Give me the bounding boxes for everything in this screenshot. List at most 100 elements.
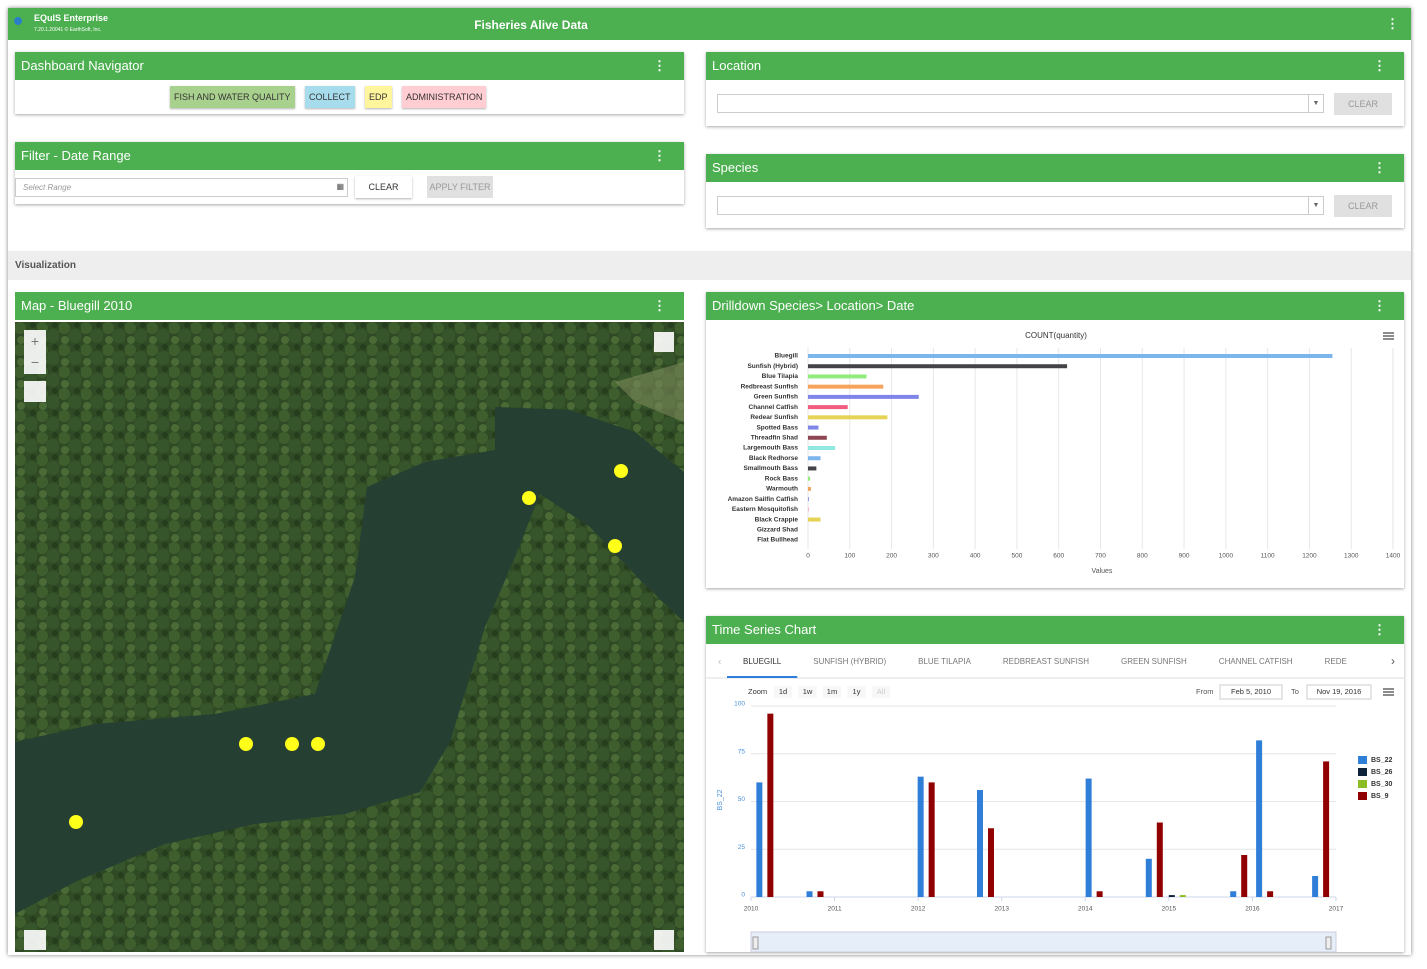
species-select[interactable]: ▼ [717, 196, 1324, 215]
tab-next[interactable]: › [1391, 654, 1395, 668]
navigator[interactable] [750, 931, 1337, 952]
zoom-in[interactable]: + [31, 333, 39, 349]
bar[interactable] [1230, 891, 1237, 897]
zoom-button[interactable]: All [877, 687, 886, 696]
bar[interactable] [808, 446, 836, 450]
clear-button[interactable]: CLEAR [1334, 93, 1392, 115]
zoom-button[interactable]: 1w [803, 687, 813, 696]
bar[interactable] [808, 466, 817, 471]
bar[interactable] [1085, 778, 1092, 897]
clear-button[interactable]: CLEAR [355, 176, 412, 198]
zoom-button-bg[interactable] [798, 686, 817, 698]
bar[interactable] [808, 374, 867, 379]
zoom-button-bg[interactable] [847, 686, 866, 698]
zoom-button-bg[interactable] [872, 686, 890, 698]
menu[interactable]: ⋮ [1373, 298, 1386, 313]
bar[interactable] [1256, 740, 1263, 897]
bar[interactable] [808, 486, 811, 491]
zoom-button[interactable]: 1d [779, 687, 787, 696]
tab[interactable]: BLUE TILAPIA [918, 657, 971, 666]
bar[interactable] [808, 425, 819, 430]
legend-label[interactable]: BS_22 [1371, 757, 1393, 764]
apply-button[interactable]: APPLY FILTER [427, 176, 493, 198]
map-point[interactable] [608, 539, 622, 553]
bar[interactable] [808, 497, 809, 502]
menu[interactable]: ⋮ [653, 58, 666, 73]
map-point[interactable] [522, 491, 536, 505]
menu[interactable]: ⋮ [653, 148, 666, 163]
map-point[interactable] [311, 737, 325, 751]
bar[interactable] [1241, 854, 1248, 897]
bar[interactable] [808, 354, 1333, 358]
legend-label[interactable]: BS_9 [1371, 793, 1389, 800]
bar[interactable] [917, 776, 924, 897]
navigator-handle[interactable] [1325, 936, 1332, 950]
bar[interactable] [808, 384, 884, 389]
bar[interactable] [987, 828, 994, 897]
zoom-button[interactable]: 1m [827, 687, 837, 696]
bar[interactable] [1179, 895, 1186, 897]
nav-button[interactable]: FISH AND WATER QUALITY [170, 86, 295, 108]
bar[interactable] [817, 891, 824, 897]
dropdown-arrow[interactable]: ▼ [1308, 197, 1323, 214]
map-point[interactable] [285, 737, 299, 751]
bar[interactable] [808, 405, 848, 410]
bar[interactable] [976, 790, 983, 897]
bar[interactable] [1145, 858, 1152, 897]
dropdown-arrow[interactable]: ▼ [1308, 95, 1323, 112]
nav-button[interactable]: EDP [365, 86, 392, 108]
nav-button[interactable]: ADMINISTRATION [402, 86, 487, 108]
bar[interactable] [808, 394, 919, 399]
bar[interactable] [806, 891, 813, 897]
zoom-button-bg[interactable] [774, 686, 792, 698]
legend-label[interactable]: BS_30 [1371, 781, 1393, 788]
zoom-out[interactable]: − [31, 354, 39, 370]
map-point[interactable] [69, 815, 83, 829]
fullscreen-button[interactable] [24, 381, 46, 402]
bar[interactable] [808, 364, 1068, 369]
tab[interactable]: GREEN SUNFISH [1121, 657, 1187, 666]
location-select[interactable]: ▼ [717, 94, 1324, 113]
legend-swatch[interactable] [1358, 768, 1367, 776]
zoom-button[interactable]: 1y [853, 687, 861, 696]
chart-menu[interactable] [1383, 688, 1394, 696]
zoom-control[interactable] [24, 330, 46, 374]
menu[interactable]: ⋮ [653, 298, 666, 313]
tab[interactable]: BLUEGILL [743, 657, 782, 666]
layers-button[interactable] [654, 930, 674, 950]
menu[interactable]: ⋮ [1386, 16, 1399, 31]
menu[interactable]: ⋮ [1373, 160, 1386, 175]
bar[interactable] [808, 476, 811, 481]
map[interactable]: + − [15, 322, 684, 952]
bar[interactable] [808, 415, 888, 420]
calendar-icon[interactable]: ▦ [336, 182, 344, 191]
legend-button[interactable] [24, 930, 46, 950]
bar[interactable] [808, 517, 821, 522]
legend-swatch[interactable] [1358, 780, 1367, 788]
bar[interactable] [1312, 875, 1319, 897]
legend-label[interactable]: BS_26 [1371, 769, 1393, 776]
chart-menu[interactable] [1383, 332, 1394, 340]
map-point[interactable] [239, 737, 253, 751]
bar[interactable] [1323, 761, 1330, 897]
legend-swatch[interactable] [1358, 756, 1367, 764]
bar[interactable] [1168, 895, 1175, 897]
tab[interactable]: SUNFISH (HYBRID) [813, 657, 886, 666]
menu[interactable]: ⋮ [1373, 58, 1386, 73]
bar[interactable] [928, 782, 935, 897]
bar[interactable] [1156, 822, 1163, 897]
bar[interactable] [808, 435, 827, 440]
date-input[interactable]: Select Range ▦ [15, 178, 348, 197]
tab[interactable]: REDBREAST SUNFISH [1003, 657, 1089, 666]
tab[interactable]: CHANNEL CATFISH [1219, 657, 1293, 666]
to-input[interactable] [1306, 684, 1372, 700]
overview-button[interactable] [654, 332, 674, 352]
tab-prev[interactable]: ‹ [718, 657, 721, 668]
tab[interactable]: REDE [1325, 657, 1347, 666]
menu[interactable]: ⋮ [1373, 622, 1386, 637]
bar[interactable] [767, 713, 774, 897]
map-point[interactable] [614, 464, 628, 478]
from-input[interactable] [1219, 684, 1283, 700]
legend-swatch[interactable] [1358, 792, 1367, 800]
bar[interactable] [1096, 891, 1103, 897]
